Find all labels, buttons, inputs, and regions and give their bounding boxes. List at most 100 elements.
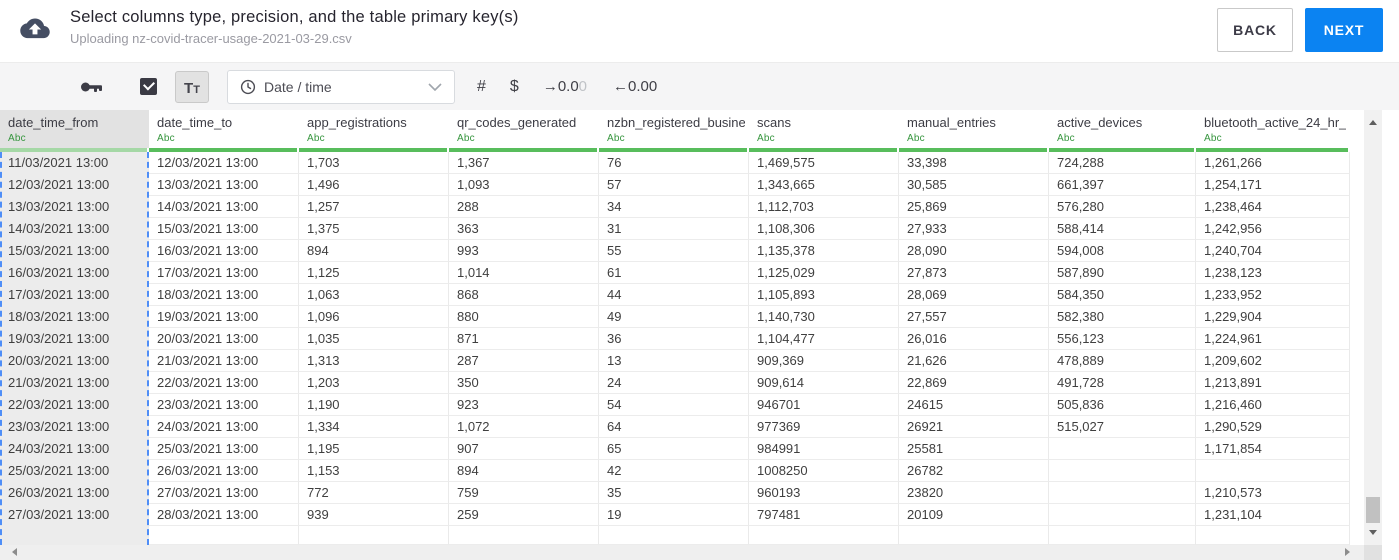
cell: 894 <box>449 460 599 482</box>
scroll-right-arrow-icon[interactable] <box>1345 548 1350 556</box>
column-header-qr_codes_generated[interactable]: qr_codes_generated Abc <box>449 110 599 148</box>
scroll-up-arrow-icon[interactable] <box>1369 120 1377 125</box>
text-type-label-small: T <box>193 83 200 96</box>
table-row: 16/03/2021 13:00 17/03/2021 13:00 1,125 1,0… <box>0 262 1350 284</box>
column-name: date_time_to <box>157 115 233 130</box>
currency-type-button[interactable]: $ <box>509 77 519 95</box>
left-arrow-icon: ← <box>613 78 629 95</box>
cell: 977369 <box>749 416 899 438</box>
cell: 23/03/2021 13:00 <box>149 394 299 416</box>
cell: 24 <box>599 372 749 394</box>
cell <box>1049 460 1196 482</box>
cell: 993 <box>449 240 599 262</box>
cell: 35 <box>599 482 749 504</box>
cell: 1,125,029 <box>749 262 899 284</box>
cell: 25,869 <box>899 196 1049 218</box>
vertical-scrollbar-thumb[interactable] <box>1366 497 1380 523</box>
cell: 19/03/2021 13:00 <box>0 328 149 350</box>
column-type-label: Abc <box>157 133 175 144</box>
cell: 26782 <box>899 460 1049 482</box>
cell: 1,229,904 <box>1196 306 1350 328</box>
cell: 1,195 <box>299 438 449 460</box>
cell: 20/03/2021 13:00 <box>149 328 299 350</box>
cell: 21/03/2021 13:00 <box>0 372 149 394</box>
cell: 1,231,104 <box>1196 504 1350 526</box>
primary-key-icon[interactable] <box>80 80 104 94</box>
cell: 26921 <box>899 416 1049 438</box>
cell: 30,585 <box>899 174 1049 196</box>
cell: 584,350 <box>1049 284 1196 306</box>
cell: 49 <box>599 306 749 328</box>
cell: 1,105,893 <box>749 284 899 306</box>
cell: 36 <box>599 328 749 350</box>
scroll-down-arrow-icon[interactable] <box>1369 530 1377 535</box>
cell: 25581 <box>899 438 1049 460</box>
column-header-manual_entries[interactable]: manual_entries Abc <box>899 110 1049 148</box>
horizontal-scrollbar[interactable] <box>0 545 1364 560</box>
cell: 594,008 <box>1049 240 1196 262</box>
cell: 1,096 <box>299 306 449 328</box>
cell: 576,280 <box>1049 196 1196 218</box>
table-row: 27/03/2021 13:00 28/03/2021 13:00 939 259 19… <box>0 504 1350 526</box>
table-row: 15/03/2021 13:00 16/03/2021 13:00 894 993 55… <box>0 240 1350 262</box>
text-type-label-large: T <box>184 79 194 97</box>
column-header-date_time_to[interactable]: date_time_to Abc <box>149 110 299 148</box>
cell: 23820 <box>899 482 1049 504</box>
cell <box>599 526 749 545</box>
cell: 556,123 <box>1049 328 1196 350</box>
back-button[interactable]: BACK <box>1217 8 1293 52</box>
column-header-scans[interactable]: scans Abc <box>749 110 899 148</box>
next-button[interactable]: NEXT <box>1305 8 1383 52</box>
clock-icon <box>240 79 256 95</box>
column-type-label: Abc <box>907 133 925 144</box>
cell: 12/03/2021 13:00 <box>149 152 299 174</box>
cell: 588,414 <box>1049 218 1196 240</box>
table-row: 25/03/2021 13:00 26/03/2021 13:00 1,153 894… <box>0 460 1350 482</box>
column-checkbox[interactable] <box>140 78 157 95</box>
table-row: 14/03/2021 13:00 15/03/2021 13:00 1,375 363… <box>0 218 1350 240</box>
column-header-date_time_from[interactable]: date_time_from Abc <box>0 110 149 148</box>
cell: 1008250 <box>749 460 899 482</box>
cell: 20109 <box>899 504 1049 526</box>
table-row: 20/03/2021 13:00 21/03/2021 13:00 1,313 287… <box>0 350 1350 372</box>
chevron-down-icon <box>428 82 442 91</box>
cell: 1,072 <box>449 416 599 438</box>
column-header-app_registrations[interactable]: app_registrations Abc <box>299 110 449 148</box>
empty-row <box>0 526 1350 545</box>
cell: 871 <box>449 328 599 350</box>
type-dropdown[interactable]: Date / time <box>227 69 455 104</box>
column-header-nzbn_registered_busine[interactable]: nzbn_registered_busine Abc <box>599 110 749 148</box>
cell: 1,135,378 <box>749 240 899 262</box>
cell: 21/03/2021 13:00 <box>149 350 299 372</box>
cell: 1,242,956 <box>1196 218 1350 240</box>
cell: 28,090 <box>899 240 1049 262</box>
cell <box>149 526 299 545</box>
cell: 27,873 <box>899 262 1049 284</box>
cell: 18/03/2021 13:00 <box>149 284 299 306</box>
cell: 24615 <box>899 394 1049 416</box>
cell: 13/03/2021 13:00 <box>0 196 149 218</box>
cell: 1,238,123 <box>1196 262 1350 284</box>
column-underline <box>899 148 1047 152</box>
column-header-active_devices[interactable]: active_devices Abc <box>1049 110 1196 148</box>
cell: 22/03/2021 13:00 <box>0 394 149 416</box>
column-header-bluetooth_active_24_hr_[interactable]: bluetooth_active_24_hr_ Abc <box>1196 110 1350 148</box>
number-type-button[interactable]: # <box>477 77 486 95</box>
cell: 16/03/2021 13:00 <box>0 262 149 284</box>
cell: 1,140,730 <box>749 306 899 328</box>
cell: 76 <box>599 152 749 174</box>
cell: 661,397 <box>1049 174 1196 196</box>
column-underline <box>449 148 597 152</box>
page-title: Select columns type, precision, and the … <box>70 8 519 26</box>
vertical-scrollbar[interactable] <box>1364 110 1382 545</box>
decrease-decimal-button[interactable]: ←0.00 <box>613 78 657 95</box>
cell: 24/03/2021 13:00 <box>149 416 299 438</box>
column-name: scans <box>757 115 791 130</box>
cell: 909,369 <box>749 350 899 372</box>
cell: 17/03/2021 13:00 <box>149 262 299 284</box>
scroll-left-arrow-icon[interactable] <box>12 548 17 556</box>
increase-decimal-button[interactable]: →0.00 <box>543 78 587 95</box>
decimal-increase-value: 0.0 <box>557 78 579 95</box>
cell: 363 <box>449 218 599 240</box>
